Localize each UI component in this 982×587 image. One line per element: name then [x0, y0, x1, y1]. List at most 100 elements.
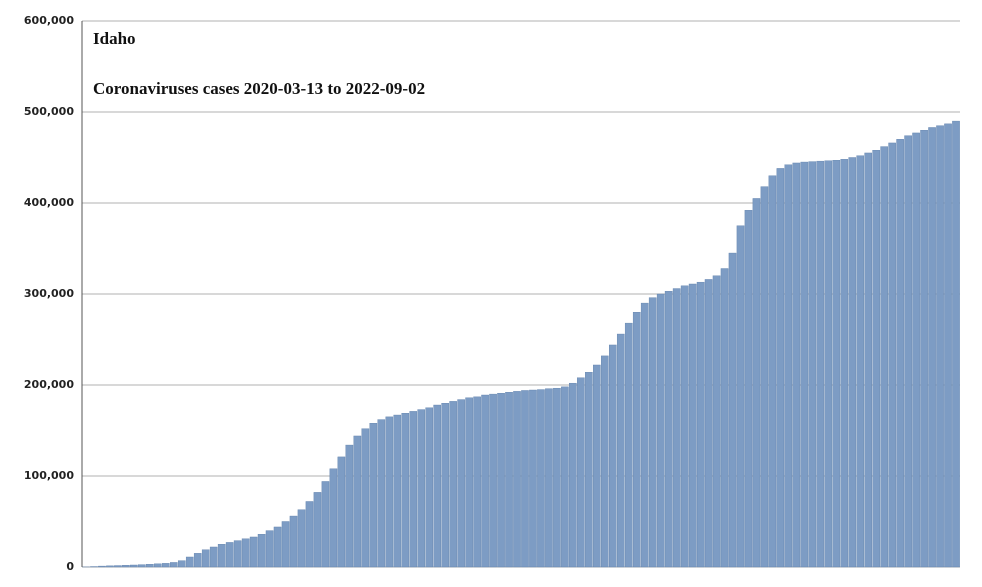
bar: [353, 435, 362, 568]
bar: [577, 377, 585, 568]
bar: [936, 125, 944, 568]
bar: [816, 160, 825, 568]
bar: [329, 468, 338, 568]
bar: [593, 364, 601, 568]
bar: [185, 556, 194, 568]
bar: [297, 509, 306, 568]
bar: [760, 186, 769, 568]
bar: [313, 492, 322, 568]
bar: [656, 293, 665, 568]
bar: [824, 160, 833, 568]
bar: [896, 139, 904, 568]
bar: [912, 132, 920, 568]
bar: [225, 542, 234, 568]
bar: [792, 162, 801, 568]
bar: [162, 563, 170, 568]
bar: [409, 411, 418, 568]
bar: [273, 526, 282, 568]
bar: [585, 372, 593, 568]
bar: [241, 538, 250, 568]
bar: [920, 129, 928, 568]
bar: [369, 423, 378, 568]
bar: [98, 565, 106, 568]
bar: [385, 416, 394, 568]
bar: [401, 413, 410, 568]
bar: [337, 456, 346, 568]
y-tick-label: 500,000: [24, 105, 74, 118]
bar: [888, 142, 896, 568]
bar: [720, 268, 729, 568]
bar: [177, 560, 186, 568]
y-tick-label: 200,000: [24, 378, 74, 391]
bar: [608, 344, 617, 568]
bar: [393, 414, 402, 568]
bar: [169, 562, 178, 568]
bar: [154, 563, 162, 568]
y-tick-label: 300,000: [24, 287, 74, 300]
bar: [122, 565, 130, 568]
bar: [209, 546, 218, 568]
bar: [776, 168, 785, 568]
bar: [872, 150, 880, 568]
bar: [928, 127, 936, 568]
bar: [497, 392, 505, 568]
bar: [664, 291, 673, 568]
bar: [672, 288, 681, 568]
bar: [648, 297, 657, 568]
bar: [704, 279, 713, 568]
bar: [377, 419, 386, 568]
bar: [616, 333, 625, 568]
bar: [752, 198, 761, 568]
bar: [808, 161, 817, 568]
bar: [856, 155, 865, 568]
bar: [640, 302, 649, 568]
bar: [529, 389, 537, 568]
bar: [537, 389, 545, 568]
bar: [553, 387, 561, 568]
y-tick-label: 0: [66, 560, 74, 573]
y-tick-label: 400,000: [24, 196, 74, 209]
chart-subtitle: Coronaviruses cases 2020-03-13 to 2022-0…: [93, 79, 425, 98]
bar: [832, 160, 841, 568]
bars: [82, 120, 960, 568]
bar: [249, 536, 258, 568]
bar: [712, 275, 721, 568]
bar: [465, 397, 473, 568]
bar: [281, 521, 290, 568]
bar: [361, 428, 370, 568]
bar: [768, 175, 777, 568]
bar: [784, 164, 793, 568]
bar: [193, 553, 202, 568]
bar: [441, 403, 449, 568]
bar: [952, 120, 960, 568]
bar: [345, 444, 354, 568]
bar: [233, 540, 242, 568]
bar: [289, 515, 298, 568]
bar: [632, 312, 641, 568]
bar: [130, 564, 138, 568]
bar: [840, 159, 849, 568]
bar: [624, 322, 633, 568]
bar: [433, 404, 441, 568]
bar: [944, 123, 952, 568]
bar: [521, 390, 529, 568]
bar: [481, 394, 489, 568]
bar: [864, 152, 873, 568]
bar: [904, 135, 912, 568]
bar: [569, 382, 577, 568]
bar: [138, 564, 146, 568]
bar: [688, 283, 697, 568]
bar: [601, 355, 609, 568]
bar: [744, 210, 753, 568]
bar: [800, 161, 809, 568]
bar: [106, 565, 114, 568]
bar: [680, 285, 689, 568]
bar: [489, 393, 497, 568]
bar: [114, 565, 122, 568]
y-tick-label: 100,000: [24, 469, 74, 482]
bar: [505, 392, 513, 568]
bar: [728, 252, 737, 568]
bar: [880, 146, 888, 568]
bar: [201, 549, 210, 568]
y-tick-label: 600,000: [24, 14, 74, 27]
